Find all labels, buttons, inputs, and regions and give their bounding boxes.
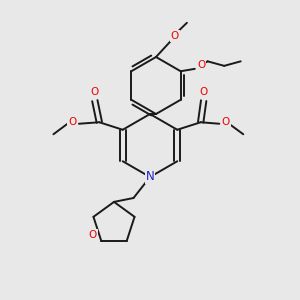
Text: O: O — [68, 117, 76, 127]
Text: N: N — [146, 170, 154, 184]
Text: O: O — [222, 117, 230, 127]
Text: O: O — [200, 87, 208, 97]
Text: O: O — [197, 60, 205, 70]
Text: O: O — [91, 87, 99, 97]
Text: O: O — [89, 230, 97, 240]
Text: O: O — [171, 31, 179, 41]
